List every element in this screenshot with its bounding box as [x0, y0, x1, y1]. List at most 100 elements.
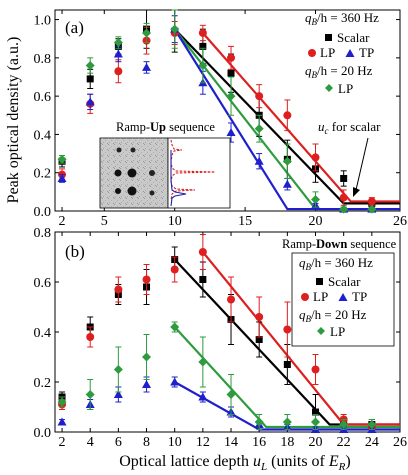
y-tick-label: 0.2 — [34, 167, 52, 182]
data-point-lp-20 — [339, 204, 349, 214]
x-tick-label: 6 — [115, 435, 122, 450]
panel-a-label: (a) — [65, 18, 84, 37]
inset-peak — [149, 170, 155, 176]
data-point-scalar — [312, 408, 320, 416]
data-point-scalar — [86, 75, 94, 83]
uc-annotation-text: uc for scalar — [318, 119, 381, 136]
data-point-tp-360 — [85, 97, 95, 106]
data-point-lp-20 — [113, 38, 123, 48]
y-axis-label: Peak optical density (a.u.) — [5, 37, 22, 204]
data-point-tp-360 — [282, 179, 292, 188]
data-point-lp-20 — [254, 417, 264, 427]
data-point-scalar — [255, 336, 263, 343]
panel-b-legend: Ramp-Down sequence qB/h = 360 Hz Scalar … — [282, 237, 397, 347]
legend-b-lp20: LP — [330, 324, 345, 339]
legend-scalar-marker — [325, 34, 332, 41]
x-tick-label: 5 — [101, 214, 108, 229]
panel-a-ticks: 2 5 10 15 20 26 0.0 0.2 0.4 0.6 0.8 1.0 — [34, 10, 407, 229]
legend-b-header-20: qB/h = 20 Hz — [299, 307, 367, 324]
data-point-lp-20 — [57, 397, 67, 407]
y-tick-label: 0.4 — [34, 326, 52, 341]
legend-b-scalar: Scalar — [328, 274, 361, 289]
x-tick-label: 2 — [59, 214, 66, 229]
x-tick-label: 16 — [252, 435, 266, 450]
legend-b-title: Ramp-Down sequence — [282, 237, 397, 251]
x-tick-label: 24 — [365, 435, 379, 450]
y-tick-label: 0.6 — [34, 90, 52, 105]
x-tick-label: 10 — [168, 435, 182, 450]
uc-arrow-head — [353, 187, 360, 197]
x-tick-label: 20 — [309, 435, 323, 450]
y-tick-label: 0.4 — [34, 128, 52, 143]
x-tick-label: 26 — [393, 214, 407, 229]
x-tick-label: 10 — [168, 214, 182, 229]
data-point-lp-360 — [198, 248, 207, 256]
data-point-tp-360 — [226, 128, 236, 137]
inset-image: Ramp-Up sequence — [99, 120, 231, 209]
legend-scalar-marker — [316, 278, 323, 285]
y-tick-label: 0.6 — [34, 276, 52, 291]
inset-peak — [149, 190, 155, 196]
data-point-lp-20 — [198, 357, 208, 367]
data-point-tp-360 — [254, 156, 264, 165]
data-point-tp-360 — [57, 173, 67, 182]
data-point-scalar — [199, 276, 207, 283]
legend-a-tp: TP — [359, 45, 374, 60]
data-point-lp-360 — [86, 333, 95, 341]
x-tick-label: 2 — [59, 435, 66, 450]
data-point-lp-360 — [114, 285, 123, 294]
legend-a-lp20: LP — [338, 81, 353, 96]
legend-b-lp: LP — [313, 289, 328, 304]
data-point-lp-20 — [170, 24, 180, 34]
data-point-lp-20 — [198, 61, 208, 71]
data-point-lp-360 — [311, 365, 320, 374]
data-point-scalar — [227, 69, 235, 77]
data-point-scalar — [283, 361, 291, 368]
legend-a-header-20: qB/h = 20 Hz — [305, 63, 373, 80]
inset-peak — [115, 188, 121, 194]
data-point-lp-360 — [142, 275, 151, 284]
y-tick-label: 1.0 — [34, 14, 52, 29]
data-point-lp-20 — [367, 204, 377, 214]
data-point-lp-20 — [254, 124, 264, 134]
panel-a-legend: qB/h = 360 Hz Scalar LP TP qB/h = 20 Hz … — [305, 10, 379, 96]
data-point-lp-360 — [367, 197, 376, 206]
data-point-lp-360 — [114, 67, 123, 76]
x-tick-label: 20 — [309, 214, 323, 229]
data-point-lp-20 — [282, 156, 292, 166]
y-tick-label: 0.8 — [34, 226, 52, 241]
data-point-tp-360 — [113, 49, 123, 58]
x-tick-label: 4 — [87, 435, 94, 450]
data-point-lp-360 — [283, 325, 292, 334]
data-point-lp-20 — [226, 91, 236, 101]
legend-b-header-360: qB/h = 360 Hz — [299, 255, 373, 272]
data-point-tp-360 — [170, 377, 180, 386]
data-point-lp-360 — [255, 92, 264, 101]
data-point-lp-360 — [311, 153, 320, 162]
fit-line-lp-360 — [202, 32, 400, 203]
fit-line-tp-360 — [173, 28, 400, 211]
inset-peak — [130, 147, 136, 153]
legend-tp-marker — [345, 49, 355, 57]
data-point-lp-360 — [227, 53, 236, 62]
data-point-lp-20 — [170, 322, 180, 332]
data-point-lp-20 — [311, 417, 321, 427]
data-point-tp-360 — [142, 62, 152, 71]
panel-a: 2 5 10 15 20 260.00.20.40.60.81.0 (a) Ramp-U — [34, 9, 407, 229]
x-tick-label: 15 — [238, 214, 252, 229]
y-tick-label: 0.0 — [34, 426, 52, 441]
inset-peaks — [114, 147, 155, 196]
panel-a-data-points — [57, 9, 377, 214]
data-point-lp-20 — [85, 390, 95, 399]
panel-b-label: (b) — [65, 242, 85, 261]
data-point-lp-20 — [226, 390, 236, 399]
data-point-lp-360 — [198, 28, 207, 37]
data-point-lp-20 — [113, 365, 123, 374]
legend-a-scalar: Scalar — [337, 30, 370, 45]
data-point-tp-360 — [142, 380, 152, 388]
data-point-lp-20 — [367, 420, 377, 429]
x-tick-label: 12 — [196, 435, 210, 450]
legend-lp20-marker — [317, 327, 325, 335]
legend-a-lp: LP — [320, 45, 335, 60]
